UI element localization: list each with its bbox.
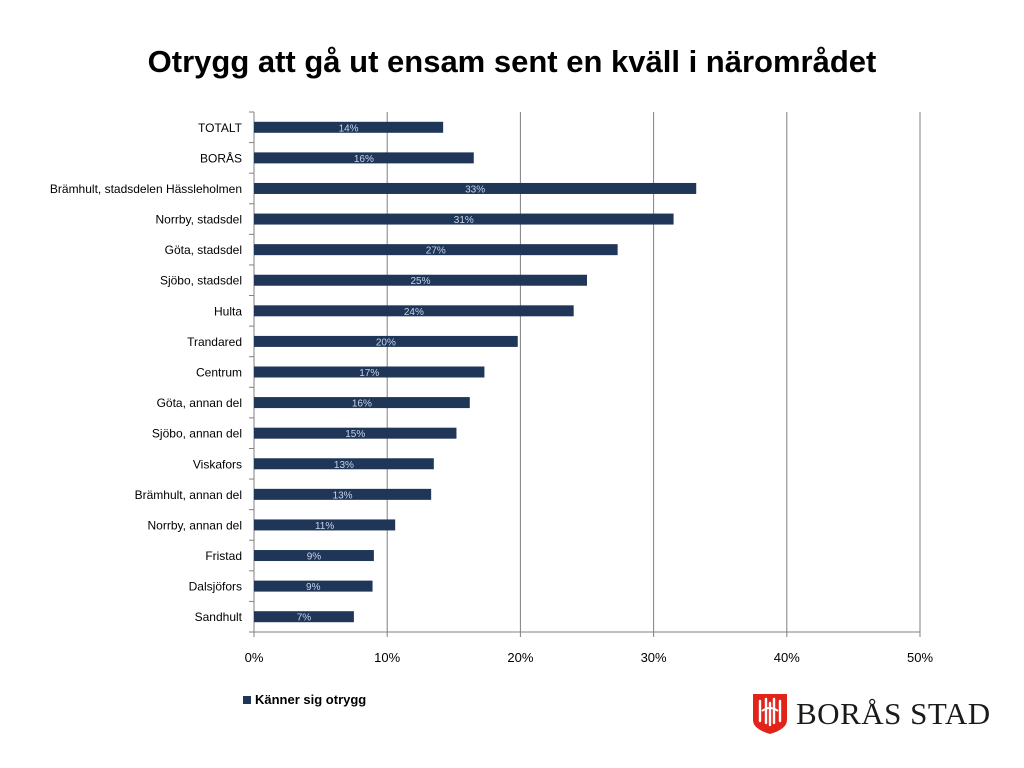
- bar: [254, 244, 618, 256]
- data-label: 7%: [297, 613, 312, 624]
- x-tick-label: 50%: [907, 650, 933, 665]
- bar: [254, 182, 697, 194]
- bar: [254, 580, 373, 592]
- data-label: 14%: [339, 123, 359, 134]
- bar: [254, 335, 518, 347]
- category-label: Viskafors: [193, 457, 242, 471]
- category-label: Norrby, stadsdel: [156, 213, 242, 227]
- category-label: Brämhult, stadsdelen Hässleholmen: [50, 182, 242, 196]
- x-tick-label: 10%: [374, 650, 400, 665]
- data-label: 27%: [426, 246, 446, 257]
- x-tick-label: 30%: [641, 650, 667, 665]
- chart-title: Otrygg att gå ut ensam sent en kväll i n…: [147, 44, 877, 79]
- bar: [254, 519, 396, 531]
- legend-swatch: [243, 695, 251, 704]
- bar: [254, 550, 374, 562]
- bar: [254, 611, 354, 623]
- category-label: Hulta: [214, 304, 242, 318]
- data-label: 15%: [345, 429, 365, 440]
- bar: [254, 427, 457, 439]
- category-label: Göta, annan del: [157, 396, 242, 410]
- category-label: TOTALT: [198, 121, 243, 135]
- bar: [254, 152, 474, 164]
- bar: [254, 305, 574, 317]
- category-label: Dalsjöfors: [189, 580, 242, 594]
- category-label: Sjöbo, stadsdel: [160, 274, 242, 288]
- bar: [254, 488, 432, 500]
- data-label: 24%: [404, 307, 424, 318]
- category-label: Trandared: [187, 335, 242, 349]
- bar: [254, 121, 444, 133]
- category-label: BORÅS: [200, 150, 242, 165]
- data-label: 17%: [359, 368, 379, 379]
- data-label: 25%: [410, 276, 430, 287]
- category-label: Centrum: [196, 366, 242, 380]
- data-label: 9%: [307, 552, 322, 563]
- legend-label: Känner sig otrygg: [255, 692, 367, 707]
- data-label: 11%: [315, 521, 334, 532]
- city-crest-icon: [753, 694, 787, 734]
- data-label: 9%: [306, 582, 321, 593]
- data-label: 13%: [333, 490, 353, 501]
- bar: [254, 458, 434, 470]
- bar: [254, 274, 587, 286]
- category-label: Göta, stadsdel: [165, 243, 242, 257]
- legend: Känner sig otrygg: [243, 692, 366, 707]
- category-label: Norrby, annan del: [148, 518, 243, 532]
- data-label: 13%: [334, 460, 354, 471]
- category-label: Fristad: [205, 549, 242, 563]
- data-label: 20%: [376, 337, 396, 348]
- x-tick-label: 40%: [774, 650, 800, 665]
- logo-text: BORÅS STAD: [796, 696, 991, 731]
- bar: [254, 366, 485, 378]
- data-label: 16%: [352, 399, 372, 410]
- category-label: Brämhult, annan del: [135, 488, 242, 502]
- bar: [254, 397, 470, 409]
- bar-chart: 0% 10% 20% 30% 40% 50% TOTALT 14% BORÅS 16% Brämhu…: [50, 111, 933, 665]
- x-tick-label: 20%: [507, 650, 533, 665]
- x-tick-label: 0%: [245, 650, 264, 665]
- bar: [254, 213, 674, 225]
- data-label: 31%: [454, 215, 474, 226]
- boras-stad-logo: BORÅS STAD: [752, 693, 991, 735]
- category-label: Sandhult: [195, 610, 243, 624]
- data-label: 16%: [354, 154, 374, 165]
- data-label: 33%: [465, 184, 485, 195]
- category-label: Sjöbo, annan del: [152, 427, 242, 441]
